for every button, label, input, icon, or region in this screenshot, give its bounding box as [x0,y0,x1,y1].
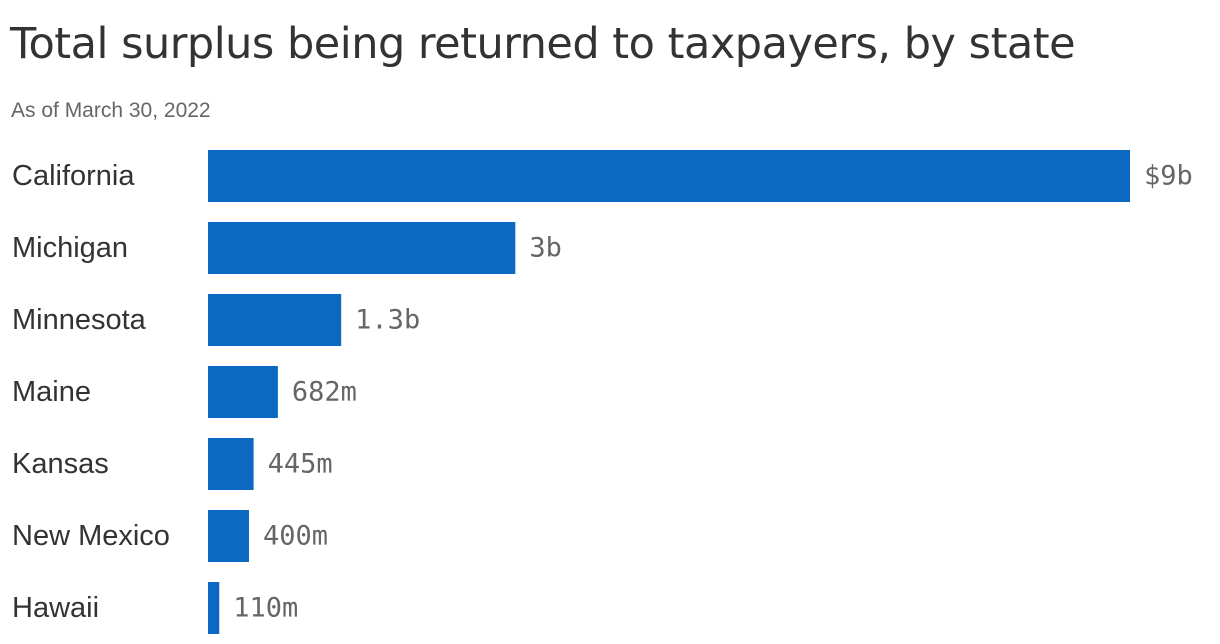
value-label: $9b [1144,161,1193,192]
value-label: 445m [268,449,333,480]
value-label: 682m [292,377,357,408]
category-label: Michigan [12,232,128,264]
category-label: Minnesota [12,304,147,336]
bar [208,150,1130,202]
bar [208,438,254,490]
bar [208,294,342,346]
chart-title: Total surplus being returned to taxpayer… [10,19,1076,69]
bar [208,366,278,418]
value-label: 400m [263,521,328,552]
bar [208,510,249,562]
value-label: 110m [233,593,298,624]
category-label: Kansas [12,448,109,480]
value-label: 3b [529,233,562,264]
category-label: New Mexico [12,520,170,552]
category-label: Maine [12,376,91,408]
category-label: California [12,160,135,192]
bar [208,582,220,634]
bar [208,222,516,274]
chart-subtitle: As of March 30, 2022 [11,99,211,122]
value-label: 1.3b [355,305,420,336]
category-label: Hawaii [12,592,99,624]
